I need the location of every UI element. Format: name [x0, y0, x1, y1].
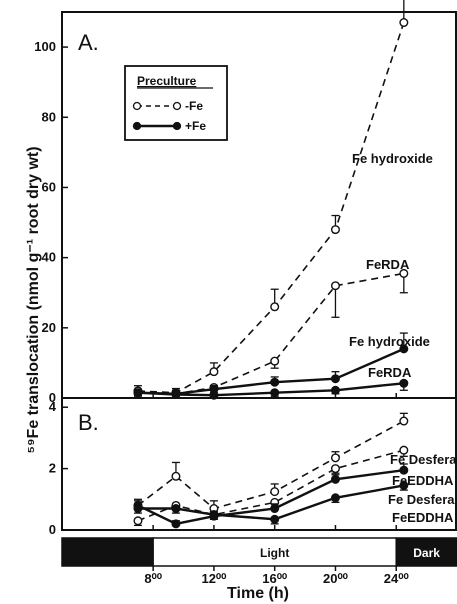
panel-a-ytick-label: 20	[42, 320, 56, 335]
data-point	[171, 519, 181, 529]
light-dark-bar: Light Dark	[61, 537, 457, 567]
data-point	[270, 487, 280, 497]
series-line	[137, 22, 405, 394]
x-tick-label: 20⁰⁰	[323, 571, 349, 586]
data-point	[330, 385, 340, 395]
x-tick-label: 24⁰⁰	[384, 571, 410, 586]
data-point	[399, 480, 409, 490]
series-annotation: FeRDA	[366, 257, 410, 272]
series-b-0	[133, 412, 409, 514]
panel-a-label: A.	[78, 30, 99, 55]
period-dark	[395, 537, 457, 567]
series-a-3	[133, 378, 409, 400]
legend: Preculture -Fe +Fe	[124, 65, 228, 141]
data-point	[330, 453, 340, 463]
series-annotation: FeEDDHA	[392, 473, 454, 488]
series-line	[137, 272, 404, 395]
panel-a: 0 20 40 60 80 100 A. Fe hydroxide FeRDA Fe hydrox…	[34, 0, 457, 405]
series-line	[137, 468, 404, 526]
series-annotation: Fe Desferal	[390, 452, 457, 467]
data-point	[133, 388, 143, 398]
data-point	[133, 516, 143, 526]
x-tick-label: 16⁰⁰	[262, 571, 288, 586]
period-label: Dark	[413, 546, 440, 560]
data-point	[270, 514, 280, 524]
data-point	[171, 504, 181, 514]
legend-marker	[172, 121, 182, 131]
panel-a-ytick-label: 100	[34, 39, 56, 54]
period-dark	[61, 537, 154, 567]
y-axis-title: ⁵⁹Fe translocation (nmol g⁻¹ root dry wt…	[25, 146, 42, 453]
period-label: Light	[260, 546, 289, 560]
x-tick-label: 8⁰⁰	[144, 571, 162, 586]
data-point	[133, 504, 143, 514]
panel-b-label: B.	[78, 410, 99, 435]
data-point	[171, 471, 181, 481]
data-point	[330, 281, 340, 291]
panel-a-ytick-label: 80	[42, 109, 56, 124]
data-point	[209, 510, 219, 520]
series-annotation: FeRDA	[368, 365, 412, 380]
data-point	[270, 356, 280, 366]
x-tick-label: 12⁰⁰	[201, 571, 227, 586]
series-b-3	[133, 480, 409, 525]
series-line	[137, 484, 405, 521]
panel-a-ytick-label: 60	[42, 179, 56, 194]
series-annotation: Fe Desferal	[388, 492, 457, 507]
data-point	[399, 18, 409, 28]
data-point	[270, 388, 280, 398]
legend-title: Preculture	[137, 74, 197, 88]
legend-marker	[172, 101, 182, 111]
panel-b-ytick-label: 0	[49, 522, 56, 537]
legend-marker	[132, 121, 142, 131]
x-axis-title: Time (h)	[227, 585, 289, 602]
data-point	[270, 302, 280, 312]
legend-marker	[132, 101, 142, 111]
data-point	[330, 464, 340, 474]
series-line	[137, 420, 405, 510]
x-axis: 8⁰⁰ 12⁰⁰ 16⁰⁰ 20⁰⁰ 24⁰⁰	[144, 566, 409, 586]
data-point	[330, 225, 340, 235]
data-point	[330, 493, 340, 503]
data-point	[399, 268, 409, 278]
data-point	[330, 474, 340, 484]
data-point	[399, 465, 409, 475]
data-point	[270, 504, 280, 514]
series-line	[137, 382, 404, 397]
panel-b-ytick-label: 2	[49, 461, 56, 476]
panel-b: 0 2 4 B. Fe Desferal FeEDDHA Fe Desferal FeEDDH…	[49, 397, 457, 537]
data-point	[209, 367, 219, 377]
legend-label: +Fe	[185, 119, 206, 133]
data-point	[270, 377, 280, 387]
series-annotation: FeEDDHA	[392, 510, 454, 525]
panel-a-ytick-label: 0	[49, 390, 56, 405]
data-point	[399, 445, 409, 455]
data-point	[330, 374, 340, 384]
series-annotation: Fe hydroxide	[352, 151, 433, 166]
panel-b-frame	[61, 397, 457, 531]
series-annotation: Fe hydroxide	[349, 334, 430, 349]
data-point	[399, 378, 409, 388]
data-point	[399, 344, 409, 354]
legend-label: -Fe	[185, 99, 203, 113]
series-line	[137, 449, 405, 522]
data-point	[399, 416, 409, 426]
panel-b-ytick-label: 4	[49, 399, 57, 414]
panel-a-ytick-label: 40	[42, 250, 56, 265]
